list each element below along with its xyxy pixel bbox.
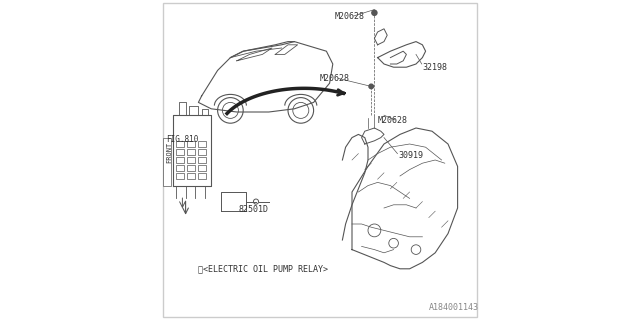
Bar xyxy=(176,157,184,163)
FancyBboxPatch shape xyxy=(163,3,477,317)
Text: M20628: M20628 xyxy=(320,74,350,83)
FancyBboxPatch shape xyxy=(163,138,172,186)
Text: M20628: M20628 xyxy=(334,12,364,20)
Bar xyxy=(187,141,195,147)
Bar xyxy=(187,157,195,163)
Bar xyxy=(176,173,184,179)
Circle shape xyxy=(372,10,377,15)
Bar xyxy=(176,149,184,155)
Bar xyxy=(176,165,184,171)
Bar xyxy=(198,149,206,155)
Circle shape xyxy=(369,84,374,89)
Text: A184001143: A184001143 xyxy=(429,303,479,312)
Text: FIG.810: FIG.810 xyxy=(166,135,199,144)
Bar xyxy=(187,165,195,171)
Text: 82501D: 82501D xyxy=(239,205,268,214)
Text: 30919: 30919 xyxy=(398,151,424,160)
Bar xyxy=(198,165,206,171)
Bar xyxy=(187,173,195,179)
Bar xyxy=(198,173,206,179)
Bar xyxy=(198,141,206,147)
Bar xyxy=(176,141,184,147)
Bar xyxy=(187,149,195,155)
Text: 32198: 32198 xyxy=(422,63,447,72)
Text: FRONT: FRONT xyxy=(166,141,172,163)
Text: M20628: M20628 xyxy=(378,116,408,124)
Text: ①<ELECTRIC OIL PUMP RELAY>: ①<ELECTRIC OIL PUMP RELAY> xyxy=(198,264,328,273)
Bar xyxy=(198,157,206,163)
